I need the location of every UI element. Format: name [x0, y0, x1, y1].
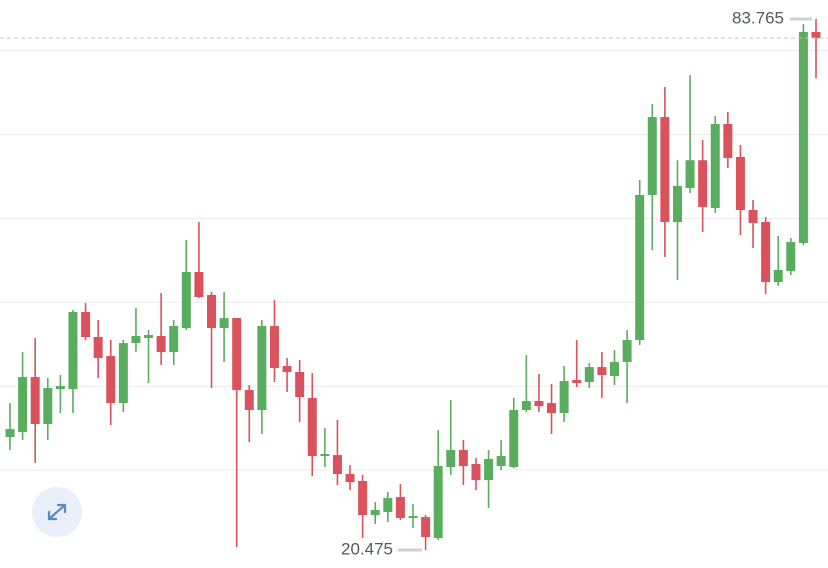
candle-body — [622, 340, 632, 363]
candle-body — [5, 429, 15, 438]
expand-button[interactable] — [32, 487, 82, 537]
candle-body — [282, 366, 292, 373]
candle-body — [169, 326, 179, 353]
candle-body — [496, 456, 506, 467]
candle-body — [710, 124, 720, 208]
candle-body — [735, 156, 745, 211]
candle-body — [43, 388, 53, 425]
candle-body — [244, 390, 254, 411]
candle-body — [332, 455, 342, 475]
candle-body — [811, 31, 821, 39]
candle-body — [207, 294, 216, 329]
candle-body — [798, 31, 808, 244]
candle-body — [395, 497, 405, 518]
candle-body — [698, 160, 708, 207]
candle-body — [786, 242, 796, 271]
candle-body — [610, 362, 619, 377]
candle-body — [408, 516, 418, 518]
low-label: 20.475 — [341, 539, 393, 558]
candle-body — [584, 367, 594, 382]
candle-body — [295, 372, 305, 398]
high-label: 83.765 — [732, 8, 784, 27]
candle-body — [257, 326, 267, 411]
candle-body — [509, 410, 519, 468]
candle-body — [559, 380, 569, 414]
candle-body — [81, 312, 91, 338]
candle-body — [156, 336, 166, 353]
candle-body — [194, 272, 204, 298]
candle-body — [685, 160, 695, 189]
candle-body — [458, 450, 468, 467]
candle-body — [723, 124, 733, 158]
candle-body — [118, 343, 128, 404]
candle-body — [232, 318, 242, 391]
candle-body — [269, 326, 279, 369]
candle-body — [358, 480, 368, 516]
candle-body — [421, 517, 431, 538]
candle-body — [320, 454, 330, 457]
candle-body — [446, 450, 456, 468]
candle-body — [647, 117, 657, 195]
candle-body — [307, 398, 317, 457]
candle-body — [345, 474, 355, 483]
candle-body — [547, 403, 557, 414]
candle-body — [597, 367, 607, 376]
candle-body — [534, 401, 544, 407]
candle-body — [93, 337, 103, 358]
candle-body — [68, 312, 78, 390]
candle-body — [761, 221, 771, 282]
candles: 83.765 20.475 — [0, 8, 828, 558]
candle-body — [433, 466, 443, 539]
candle-body — [219, 318, 229, 329]
candle-body — [471, 464, 481, 481]
candle-body — [18, 377, 28, 433]
candle-body — [748, 210, 758, 224]
candle-body — [144, 335, 154, 339]
candle-body — [572, 379, 582, 384]
candle-body — [106, 355, 116, 404]
candle-body — [635, 194, 645, 341]
candle-body — [484, 459, 494, 481]
candle-body — [370, 510, 380, 516]
candle-body — [660, 117, 670, 222]
candle-body — [131, 336, 141, 344]
candle-body — [521, 401, 531, 411]
candle-body — [773, 269, 783, 282]
expand-icon[interactable] — [47, 503, 67, 521]
candle-body — [383, 498, 393, 513]
candle-body — [30, 377, 40, 425]
candle-body — [672, 186, 682, 222]
candle-body — [181, 272, 191, 329]
candle-body — [55, 386, 65, 390]
grid — [0, 50, 828, 471]
